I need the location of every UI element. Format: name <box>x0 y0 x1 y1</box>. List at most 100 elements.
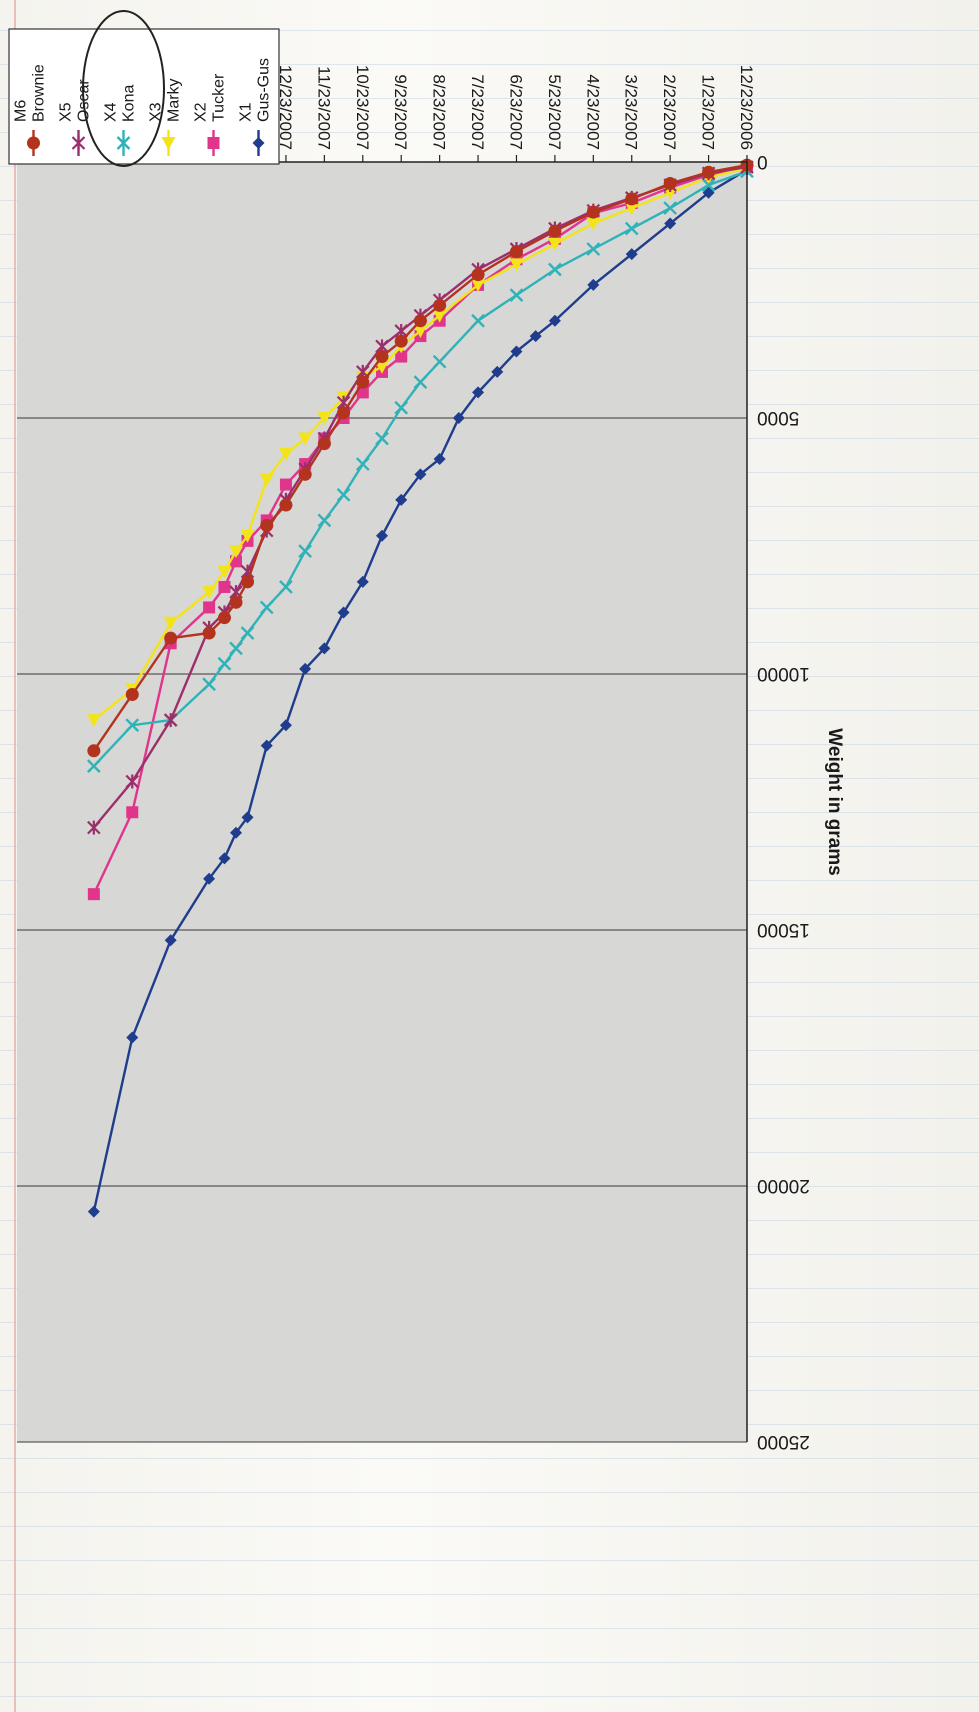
ruled-line <box>0 1526 979 1527</box>
data-point <box>279 498 293 512</box>
data-point <box>217 611 231 625</box>
data-point <box>279 580 293 594</box>
legend-label: X4 <box>103 102 120 122</box>
data-point <box>394 334 408 348</box>
y-axis-label: Weight in grams <box>824 728 845 875</box>
data-point <box>509 288 524 302</box>
data-point <box>337 606 350 619</box>
data-point <box>587 278 600 291</box>
data-point <box>126 1031 139 1044</box>
data-point <box>624 221 639 236</box>
data-point <box>217 565 232 579</box>
data-point <box>414 468 427 481</box>
ruled-line <box>0 1696 979 1697</box>
data-point <box>702 165 716 179</box>
data-point <box>163 616 178 630</box>
data-point <box>241 811 254 824</box>
y-tick-label: 5000 <box>757 407 799 428</box>
data-point <box>452 412 465 424</box>
data-point <box>218 852 231 865</box>
x-tick-label: 3/23/2007 <box>622 74 641 150</box>
data-point <box>202 626 216 640</box>
data-point <box>471 268 485 282</box>
data-point <box>229 545 243 559</box>
data-point <box>625 192 639 206</box>
legend-label: X5 <box>58 102 75 122</box>
data-point <box>432 309 447 323</box>
data-point <box>624 202 639 216</box>
data-point <box>217 656 232 671</box>
data-point <box>509 258 524 272</box>
y-axis: 0 5000 10000 15000 20000 25000 <box>746 151 810 1452</box>
data-point <box>413 314 427 328</box>
x-tick-label: 11/23/2007 <box>314 66 333 150</box>
data-point <box>701 178 716 192</box>
hand-drawn-circle <box>82 10 165 167</box>
legend-label: X1 <box>238 102 255 122</box>
x-tick-label: 1/23/2007 <box>699 74 718 150</box>
ruled-line <box>0 1628 979 1629</box>
data-point <box>164 934 177 947</box>
legend-label: Gus-Gus <box>256 58 273 122</box>
legend-label: M6 <box>13 100 30 122</box>
data-point <box>86 759 101 774</box>
ruled-line <box>0 1662 979 1663</box>
data-point <box>298 467 312 481</box>
series-m6-brownie <box>87 158 754 758</box>
data-point <box>241 575 255 589</box>
data-point <box>240 626 255 640</box>
data-point <box>161 137 176 150</box>
data-point <box>355 457 370 471</box>
data-point <box>202 586 217 600</box>
data-point <box>27 136 40 150</box>
data-point <box>71 136 86 150</box>
data-point <box>86 714 101 728</box>
legend-label: X2 <box>193 102 210 122</box>
legend-label: Tucker <box>211 73 228 122</box>
data-point <box>586 205 600 219</box>
y-tick-label: 20000 <box>757 1175 810 1196</box>
data-point <box>356 375 370 389</box>
data-point <box>375 360 389 374</box>
data-point <box>664 217 677 230</box>
data-point <box>336 487 351 502</box>
data-point <box>318 642 331 655</box>
ruled-line <box>0 1594 979 1595</box>
ruled-line <box>0 64 979 65</box>
data-point <box>663 177 677 191</box>
data-point <box>240 529 255 543</box>
legend-item: M6 Brownie <box>13 64 48 156</box>
data-point <box>586 217 601 231</box>
data-point <box>472 386 485 399</box>
legend-label: Brownie <box>31 64 48 122</box>
y-tick-label: 10000 <box>757 663 810 684</box>
data-point <box>87 820 101 835</box>
data-point <box>207 137 220 149</box>
data-point <box>433 298 447 312</box>
data-point <box>87 1205 100 1218</box>
data-point <box>298 432 313 446</box>
data-point <box>87 888 100 901</box>
margin-line <box>14 0 16 1712</box>
data-point <box>279 719 292 732</box>
data-point <box>202 677 216 692</box>
data-point <box>413 324 428 338</box>
legend-item: X4 Kona <box>103 85 138 156</box>
ruled-line <box>0 1560 979 1561</box>
data-point <box>375 431 389 446</box>
data-point <box>491 365 504 378</box>
data-point <box>547 237 562 251</box>
data-point <box>116 136 131 150</box>
x-tick-label: 8/23/2007 <box>430 74 449 150</box>
data-point <box>203 872 216 885</box>
data-point <box>376 529 388 542</box>
data-point <box>259 473 274 487</box>
y-tick-label: 25000 <box>757 1431 810 1452</box>
data-point <box>229 641 243 656</box>
ruled-line <box>0 98 979 99</box>
data-point <box>260 739 273 752</box>
data-point <box>433 452 446 465</box>
legend-item: X2 Tucker <box>193 73 228 156</box>
ruled-line <box>0 1492 979 1493</box>
